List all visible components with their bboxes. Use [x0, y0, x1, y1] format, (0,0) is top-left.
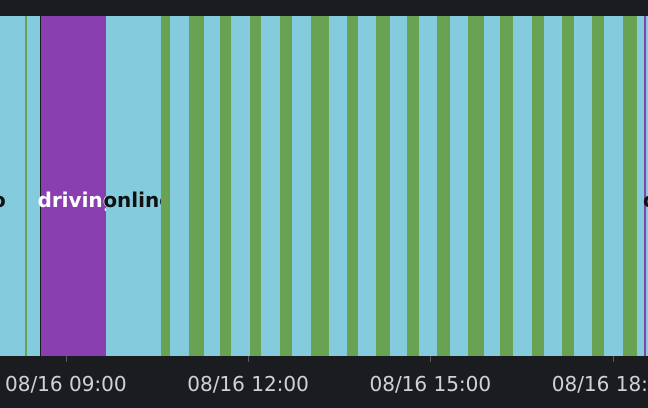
segment-online[interactable] [419, 16, 438, 356]
segment-online[interactable] [27, 16, 41, 356]
segment-online[interactable] [0, 16, 26, 356]
segment-parked[interactable] [437, 16, 450, 356]
tick-mark [612, 356, 614, 362]
segment-online[interactable] [574, 16, 593, 356]
tick-mark [248, 356, 250, 362]
segment-parked[interactable] [25, 16, 28, 356]
segment-parked[interactable] [375, 16, 390, 356]
segment-parked[interactable] [347, 16, 359, 356]
segment-parked[interactable] [219, 16, 231, 356]
segment-online[interactable] [261, 16, 281, 356]
segment-online[interactable] [389, 16, 408, 356]
segment-parked[interactable] [189, 16, 204, 356]
segment-online[interactable] [449, 16, 468, 356]
tick-label: 08/16 09:00 [4, 372, 127, 396]
tick-label: 08/16 12:00 [187, 372, 309, 396]
segment-parked[interactable] [280, 16, 292, 356]
segment-parked[interactable] [467, 16, 484, 356]
segment-online[interactable] [358, 16, 376, 356]
segment-online[interactable] [645, 16, 648, 356]
segment-online[interactable] [203, 16, 220, 356]
segment-online[interactable] [291, 16, 311, 356]
segment-parked[interactable] [407, 16, 420, 356]
segment-driving[interactable] [643, 16, 646, 356]
tick-mark [430, 356, 432, 362]
segment-parked[interactable] [500, 16, 514, 356]
tick-label: 08/16 18:00 [551, 372, 648, 396]
timeline-track: odrivingonlineo [0, 16, 648, 356]
segment-driving[interactable] [40, 16, 107, 356]
segment-online[interactable] [170, 16, 190, 356]
time-axis: 08/16 09:00 08/16 12:00 08/16 15:00 08/16 1… [0, 356, 648, 408]
segment-online[interactable] [604, 16, 623, 356]
segment-parked[interactable] [160, 16, 171, 356]
segment-label: o [643, 188, 648, 212]
segment-parked[interactable] [592, 16, 605, 356]
segment-online[interactable] [230, 16, 251, 356]
segment-parked[interactable] [561, 16, 575, 356]
segment-parked[interactable] [622, 16, 637, 356]
tick-mark [65, 356, 67, 362]
segment-online[interactable] [106, 16, 161, 356]
segment-online[interactable] [513, 16, 532, 356]
segment-parked[interactable] [310, 16, 330, 356]
segment-parked[interactable] [250, 16, 262, 356]
segment-online[interactable] [543, 16, 562, 356]
segment-parked[interactable] [531, 16, 544, 356]
segment-online[interactable] [636, 16, 644, 356]
segment-label: o [0, 188, 6, 212]
segment-online[interactable] [483, 16, 501, 356]
segment-online[interactable] [329, 16, 348, 356]
tick-label: 08/16 15:00 [369, 372, 492, 396]
segment-label: driving [37, 188, 117, 212]
